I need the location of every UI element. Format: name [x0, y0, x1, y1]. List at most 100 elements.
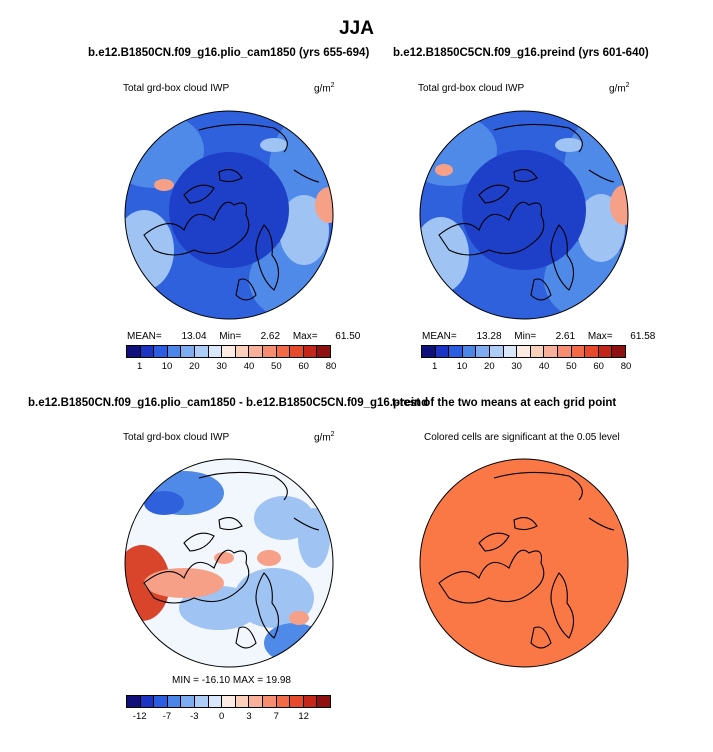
colorbar-tick-label: 50 — [271, 361, 282, 372]
map-field-region — [154, 179, 174, 191]
map-field-region — [555, 138, 583, 152]
colorbar-tick-label: 60 — [298, 361, 309, 372]
case-title-top-right: b.e12.B1850C5CN.f09_g16.preind (yrs 601-… — [393, 47, 649, 59]
colorbar-swatch — [154, 696, 168, 707]
map-field-region — [435, 164, 453, 176]
colorbar-swatch — [290, 696, 304, 707]
map-field-region — [144, 568, 224, 598]
colorbar-swatch — [462, 346, 477, 357]
colorbar-swatch — [167, 346, 182, 357]
colorbar-swatch — [167, 696, 182, 707]
colorbar-swatch — [235, 346, 250, 357]
colorbar-swatch — [222, 696, 236, 707]
colorbar-swatch — [317, 346, 330, 357]
colorbar-swatch — [489, 346, 504, 357]
colorbar-top-left — [126, 345, 331, 358]
colorbar-swatch — [585, 346, 599, 357]
colorbar-swatch — [517, 346, 531, 357]
max-value: 61.58 — [630, 331, 656, 342]
colorbar-tick-label: 60 — [593, 361, 604, 372]
mean-label: MEAN= — [422, 331, 457, 342]
colorbar-swatch — [449, 346, 463, 357]
colorbar-tick-label: 80 — [325, 361, 337, 372]
colorbar-swatch — [544, 346, 558, 357]
max-label: Max= — [292, 331, 318, 342]
colorbar-swatch — [262, 696, 277, 707]
figure-title: JJA — [339, 18, 374, 39]
colorbar-swatch — [208, 346, 223, 357]
units-label-top-left: g/m2 — [314, 82, 335, 95]
colorbar-swatch — [208, 696, 223, 707]
colorbar-tick-label: 40 — [243, 361, 255, 372]
colorbar-swatch — [262, 346, 277, 357]
colorbar-swatch — [557, 346, 572, 357]
map-field-region — [420, 459, 628, 667]
units-label-top-right: g/m2 — [609, 82, 630, 95]
colorbar-swatch — [435, 346, 450, 357]
colorbar-tick-label: 20 — [484, 361, 495, 372]
variable-label-top-left: Total grd-box cloud IWP — [123, 83, 230, 94]
colorbar-tick-label: -7 — [162, 711, 172, 722]
colorbar-swatch — [127, 346, 141, 357]
map-field-region — [298, 508, 330, 568]
map-field-region — [179, 586, 259, 630]
map-field-region — [315, 187, 333, 223]
mean-label: MEAN= — [127, 331, 162, 342]
colorbar-swatch — [235, 696, 250, 707]
map-field-region — [169, 152, 289, 268]
polar-map-bottom-left — [124, 458, 334, 668]
stats-top-left: MEAN= 13.04 Min= 2.62 Max= 61.50 — [127, 331, 360, 342]
colorbar-swatch — [127, 696, 141, 707]
map-field-region — [610, 185, 628, 225]
colorbar-swatch — [530, 346, 545, 357]
colorbar-tick-label: 80 — [620, 361, 632, 372]
colorbar-swatch — [612, 346, 625, 357]
colorbar-tick-label: -3 — [190, 711, 199, 722]
colorbar-swatch — [571, 346, 586, 357]
coastlines — [438, 471, 615, 649]
colorbar-tick-label: 10 — [456, 361, 468, 372]
colorbar-ticks-top-left: 1 10 20 30 40 50 60 80 — [126, 361, 336, 373]
map-field-region — [125, 210, 174, 290]
colorbar-tick-label: 0 — [219, 711, 225, 722]
colorbar-ticks-bottom-left: -12 -7 -3 0 3 7 12 — [126, 711, 331, 723]
colorbar-swatch — [303, 696, 318, 707]
colorbar-bottom-left — [126, 695, 331, 708]
colorbar-tick-label: 1 — [137, 361, 143, 372]
map-field-region — [144, 491, 184, 515]
max-value: 61.50 — [335, 331, 361, 342]
colorbar-swatch — [249, 696, 263, 707]
mean-value: 13.04 — [181, 331, 207, 342]
map-field-region — [289, 611, 309, 625]
map-field-region — [420, 217, 469, 293]
colorbar-tick-label: 30 — [216, 361, 227, 372]
map-field-region — [260, 138, 288, 152]
case-title-bottom-left: b.e12.B1850CN.f09_g16.plio_cam1850 - b.e… — [28, 397, 429, 409]
colorbar-swatch — [194, 696, 209, 707]
colorbar-tick-label: 50 — [566, 361, 577, 372]
colorbar-swatch — [222, 346, 236, 357]
colorbar-swatch — [140, 696, 155, 707]
colorbar-swatch — [154, 346, 168, 357]
map-field-region — [214, 552, 234, 564]
colorbar-tick-label: 7 — [273, 711, 279, 722]
colorbar-ticks-top-right: 1 10 20 30 40 50 60 80 — [421, 361, 631, 373]
map-field-region — [462, 150, 586, 270]
coastlines — [143, 123, 320, 301]
colorbar-swatch — [181, 346, 195, 357]
min-value: 2.62 — [260, 331, 281, 342]
max-label: Max= — [587, 331, 613, 342]
colorbar-swatch — [317, 696, 330, 707]
colorbar-swatch — [181, 696, 195, 707]
variable-label-bottom-left: Total grd-box cloud IWP — [123, 432, 230, 443]
colorbar-tick-label: 1 — [432, 361, 438, 372]
colorbar-swatch — [140, 346, 155, 357]
min-value: 2.61 — [555, 331, 576, 342]
colorbar-tick-label: 3 — [246, 711, 252, 722]
colorbar-swatch — [276, 346, 291, 357]
colorbar-swatch — [598, 346, 613, 357]
colorbar-tick-label: -12 — [132, 711, 147, 722]
map-field-region — [257, 550, 281, 566]
colorbar-tick-label: 40 — [538, 361, 550, 372]
colorbar-top-right — [421, 345, 626, 358]
